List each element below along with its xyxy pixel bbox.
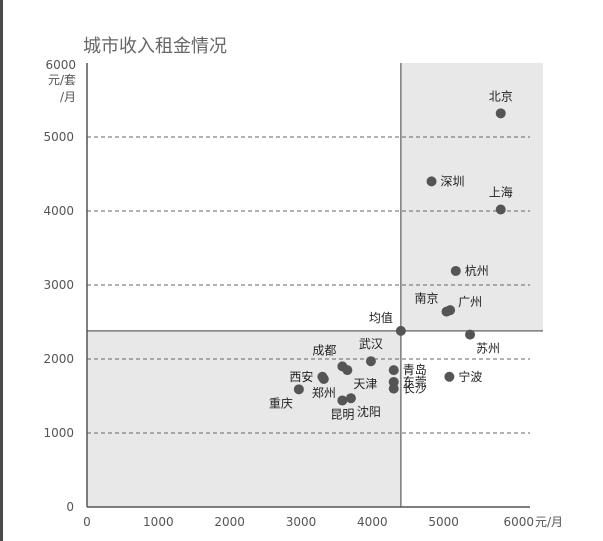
data-point: [337, 395, 348, 406]
data-label: 均值: [369, 310, 393, 325]
data-label: 南京: [415, 291, 439, 306]
data-label: 深圳: [441, 174, 465, 188]
data-point: [318, 373, 329, 384]
data-label: 天津: [353, 377, 377, 391]
y-unit-label: 元/套: [48, 73, 76, 87]
data-point: [495, 204, 506, 215]
data-label: 北京: [489, 89, 513, 103]
y-tick-label: 2000: [43, 352, 74, 366]
lower-left-shading: [87, 330, 401, 507]
x-tick-label: 4000: [357, 515, 388, 529]
data-point: [388, 365, 399, 376]
data-point: [445, 305, 456, 316]
x-tick-label: 5000: [428, 515, 459, 529]
data-point: [388, 383, 399, 394]
left-edge-bar: [0, 0, 3, 541]
data-label: 沈阳: [357, 404, 381, 419]
data-point: [465, 329, 476, 340]
data-label: 宁波: [458, 369, 482, 384]
data-point: [426, 176, 437, 187]
y-tick-label: 1000: [43, 426, 74, 440]
data-label: 郑州: [312, 385, 336, 400]
axes: 0 1000 2000 3000 4000 5000 6000 0 1000 2000 3000 40…: [43, 63, 534, 529]
data-label: 苏州: [476, 342, 500, 356]
quadrant-shading: [87, 63, 543, 507]
data-label: 武汉: [359, 337, 383, 351]
data-point: [495, 108, 506, 119]
data-point: [293, 384, 304, 395]
data-label: 杭州: [465, 263, 489, 278]
data-label: 青岛: [403, 362, 427, 377]
x-tick-label: 3000: [286, 515, 317, 529]
y-tick-label: 4000: [43, 204, 74, 218]
chart-title: 城市收入租金情况: [83, 36, 227, 57]
data-label: 长沙: [403, 382, 427, 396]
data-points: [293, 108, 506, 406]
y-tick-label: 0: [66, 500, 74, 514]
y-tick-label: 5000: [43, 130, 74, 144]
data-label: 上海: [489, 185, 513, 200]
y-unit-value: 6000: [45, 58, 76, 72]
x-tick-label: 0: [83, 515, 91, 529]
data-point: [345, 393, 356, 404]
x-unit-label: 元/月: [535, 515, 563, 529]
gridlines: [87, 136, 530, 434]
x-tick-label: 1000: [143, 515, 174, 529]
data-point: [365, 356, 376, 367]
data-point: [450, 265, 461, 276]
data-label: 西安: [289, 369, 313, 384]
data-point: [444, 371, 455, 382]
x-tick-label: 6000: [503, 515, 534, 529]
y-unit-suffix: /月: [60, 90, 76, 104]
data-label: 昆明: [330, 407, 354, 421]
data-point: [342, 365, 353, 376]
data-label: 东莞: [403, 375, 427, 389]
data-label: 重庆: [269, 396, 293, 410]
x-tick-label: 2000: [214, 515, 245, 529]
data-label: 广州: [458, 295, 482, 309]
data-label: 成都: [312, 343, 336, 357]
upper-right-shading: [400, 63, 543, 331]
data-point: [395, 325, 406, 336]
y-tick-label: 3000: [43, 278, 74, 292]
